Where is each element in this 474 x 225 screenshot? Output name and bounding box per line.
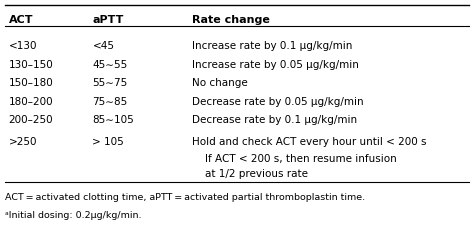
Text: If ACT < 200 s, then resume infusion: If ACT < 200 s, then resume infusion <box>192 153 397 163</box>
Text: No change: No change <box>192 78 248 88</box>
Text: > 105: > 105 <box>92 136 124 146</box>
Text: at 1/2 previous rate: at 1/2 previous rate <box>192 169 308 179</box>
Text: aPTT: aPTT <box>92 15 124 25</box>
Text: Hold and check ACT every hour until < 200 s: Hold and check ACT every hour until < 20… <box>192 136 427 146</box>
Text: >250: >250 <box>9 136 37 146</box>
Text: Decrease rate by 0.1 μg/kg/min: Decrease rate by 0.1 μg/kg/min <box>192 115 357 125</box>
Text: 85∼105: 85∼105 <box>92 115 134 125</box>
Text: 55∼75: 55∼75 <box>92 78 128 88</box>
Text: 130–150: 130–150 <box>9 60 53 70</box>
Text: Increase rate by 0.1 μg/kg/min: Increase rate by 0.1 μg/kg/min <box>192 40 352 50</box>
Text: 45∼55: 45∼55 <box>92 60 128 70</box>
Text: 200–250: 200–250 <box>9 115 53 125</box>
Text: Rate change: Rate change <box>192 15 270 25</box>
Text: ᵃInitial dosing: 0.2μg/kg/min.: ᵃInitial dosing: 0.2μg/kg/min. <box>5 210 141 219</box>
Text: <45: <45 <box>92 40 114 50</box>
Text: <130: <130 <box>9 40 37 50</box>
Text: ACT: ACT <box>9 15 33 25</box>
Text: 180–200: 180–200 <box>9 97 53 107</box>
Text: 75∼85: 75∼85 <box>92 97 128 107</box>
Text: Increase rate by 0.05 μg/kg/min: Increase rate by 0.05 μg/kg/min <box>192 60 359 70</box>
Text: 150–180: 150–180 <box>9 78 53 88</box>
Text: ACT = activated clotting time, aPTT = activated partial thromboplastin time.: ACT = activated clotting time, aPTT = ac… <box>5 192 365 201</box>
Text: Decrease rate by 0.05 μg/kg/min: Decrease rate by 0.05 μg/kg/min <box>192 97 364 107</box>
